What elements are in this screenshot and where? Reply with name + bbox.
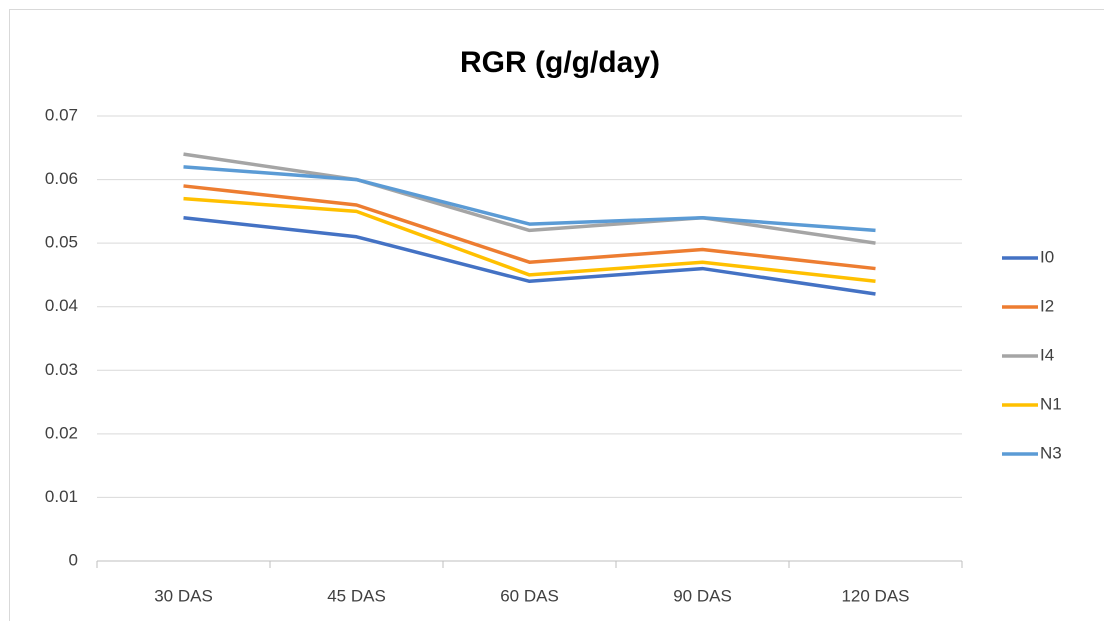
chart-frame bbox=[9, 9, 1104, 621]
series-line bbox=[183, 165, 876, 233]
y-tick-label: 0.04 bbox=[45, 296, 78, 315]
series-line bbox=[183, 215, 876, 296]
y-tick-label: 0.02 bbox=[45, 423, 78, 442]
legend-label: N1 bbox=[1040, 394, 1062, 413]
x-tick-label: 90 DAS bbox=[673, 586, 732, 605]
series-line bbox=[183, 152, 876, 245]
series-line bbox=[183, 196, 876, 284]
y-tick-label: 0.06 bbox=[45, 169, 78, 188]
x-tick-label: 60 DAS bbox=[500, 586, 559, 605]
y-tick-label: 0.07 bbox=[45, 105, 78, 124]
x-tick-label: 120 DAS bbox=[841, 586, 909, 605]
y-tick-label: 0 bbox=[69, 550, 78, 569]
chart-title: RGR (g/g/day) bbox=[460, 46, 660, 79]
y-tick-label: 0.01 bbox=[45, 487, 78, 506]
x-tick-label: 45 DAS bbox=[327, 586, 386, 605]
x-tick-label: 30 DAS bbox=[154, 586, 213, 605]
legend-label: I2 bbox=[1040, 296, 1054, 315]
legend-label: N3 bbox=[1040, 443, 1062, 462]
legend-label: I4 bbox=[1040, 345, 1054, 364]
series-line bbox=[183, 184, 876, 271]
y-tick-label: 0.03 bbox=[45, 360, 78, 379]
legend-label: I0 bbox=[1040, 247, 1054, 266]
y-tick-label: 0.05 bbox=[45, 233, 78, 252]
